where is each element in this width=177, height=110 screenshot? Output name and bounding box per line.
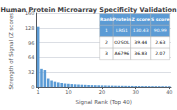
svg-text:LRG1: LRG1 bbox=[116, 28, 128, 33]
svg-text:2.07: 2.07 bbox=[155, 51, 165, 56]
svg-text:Z score: Z score bbox=[131, 17, 150, 22]
svg-text:96: 96 bbox=[28, 40, 34, 46]
svg-text:20: 20 bbox=[99, 89, 105, 95]
svg-text:1: 1 bbox=[37, 89, 40, 95]
svg-text:Signal Rank (Top 40): Signal Rank (Top 40) bbox=[75, 99, 131, 106]
svg-text:2.63: 2.63 bbox=[155, 40, 165, 45]
svg-text:Protein: Protein bbox=[113, 17, 132, 22]
svg-text:128: 128 bbox=[25, 25, 35, 31]
svg-text:130.43: 130.43 bbox=[133, 28, 149, 33]
svg-text:Strength of Signal (Z scores): Strength of Signal (Z scores) bbox=[8, 11, 15, 90]
svg-text:39.44: 39.44 bbox=[134, 40, 147, 45]
svg-text:O2SOL: O2SOL bbox=[114, 40, 130, 45]
svg-text:Human Protein Microarray Speci: Human Protein Microarray Specificity Val… bbox=[0, 6, 177, 14]
svg-text:30: 30 bbox=[132, 89, 138, 95]
svg-text:36.83: 36.83 bbox=[134, 51, 147, 56]
svg-text:32: 32 bbox=[28, 69, 34, 75]
svg-text:3: 3 bbox=[105, 51, 108, 56]
svg-text:1: 1 bbox=[105, 28, 108, 33]
svg-text:0: 0 bbox=[31, 84, 34, 90]
svg-text:Rank: Rank bbox=[100, 17, 113, 22]
svg-text:90.99: 90.99 bbox=[154, 28, 167, 33]
svg-text:40: 40 bbox=[166, 89, 172, 95]
svg-text:64: 64 bbox=[28, 54, 34, 60]
svg-text:10: 10 bbox=[65, 89, 71, 95]
svg-text:S score: S score bbox=[151, 17, 170, 22]
svg-text:A6796: A6796 bbox=[115, 51, 130, 56]
svg-text:2: 2 bbox=[105, 40, 108, 45]
